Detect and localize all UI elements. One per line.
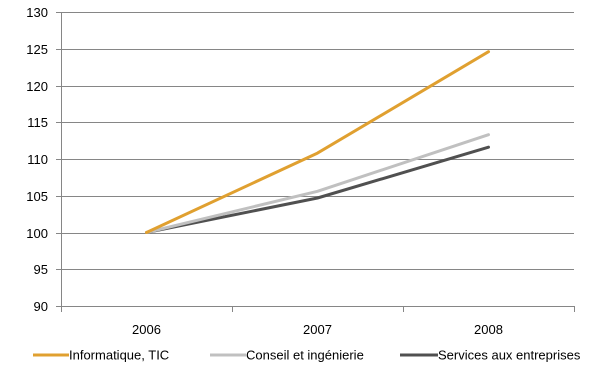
series-lines [145, 50, 490, 234]
legend-label: Informatique, TIC [69, 348, 169, 363]
x-tick-label: 2007 [303, 322, 332, 337]
x-tick-label: 2006 [132, 322, 161, 337]
legend-label: Conseil et ingénierie [246, 348, 364, 363]
y-tick-label: 95 [34, 262, 48, 277]
y-tick-label: 130 [26, 5, 48, 20]
gridlines [61, 12, 574, 307]
y-tick-label: 100 [26, 226, 48, 241]
y-axis-ticks: 90 95 100 105 110 115 120 125 130 [26, 5, 61, 314]
y-tick-label: 110 [27, 152, 48, 167]
y-tick-label: 125 [26, 42, 48, 57]
series-line [145, 50, 490, 234]
y-tick-label: 115 [27, 115, 48, 130]
legend-label: Services aux entreprises [438, 348, 581, 363]
legend: Informatique, TIC Conseil et ingénierie Se… [33, 348, 581, 363]
series-line [145, 145, 490, 234]
x-tick-label: 2008 [474, 322, 503, 337]
y-tick-label: 105 [26, 189, 48, 204]
y-tick-label: 90 [34, 299, 48, 314]
series-line [145, 133, 490, 234]
y-tick-label: 120 [26, 79, 48, 94]
x-axis-ticks: 2006 2007 2008 [61, 306, 575, 337]
